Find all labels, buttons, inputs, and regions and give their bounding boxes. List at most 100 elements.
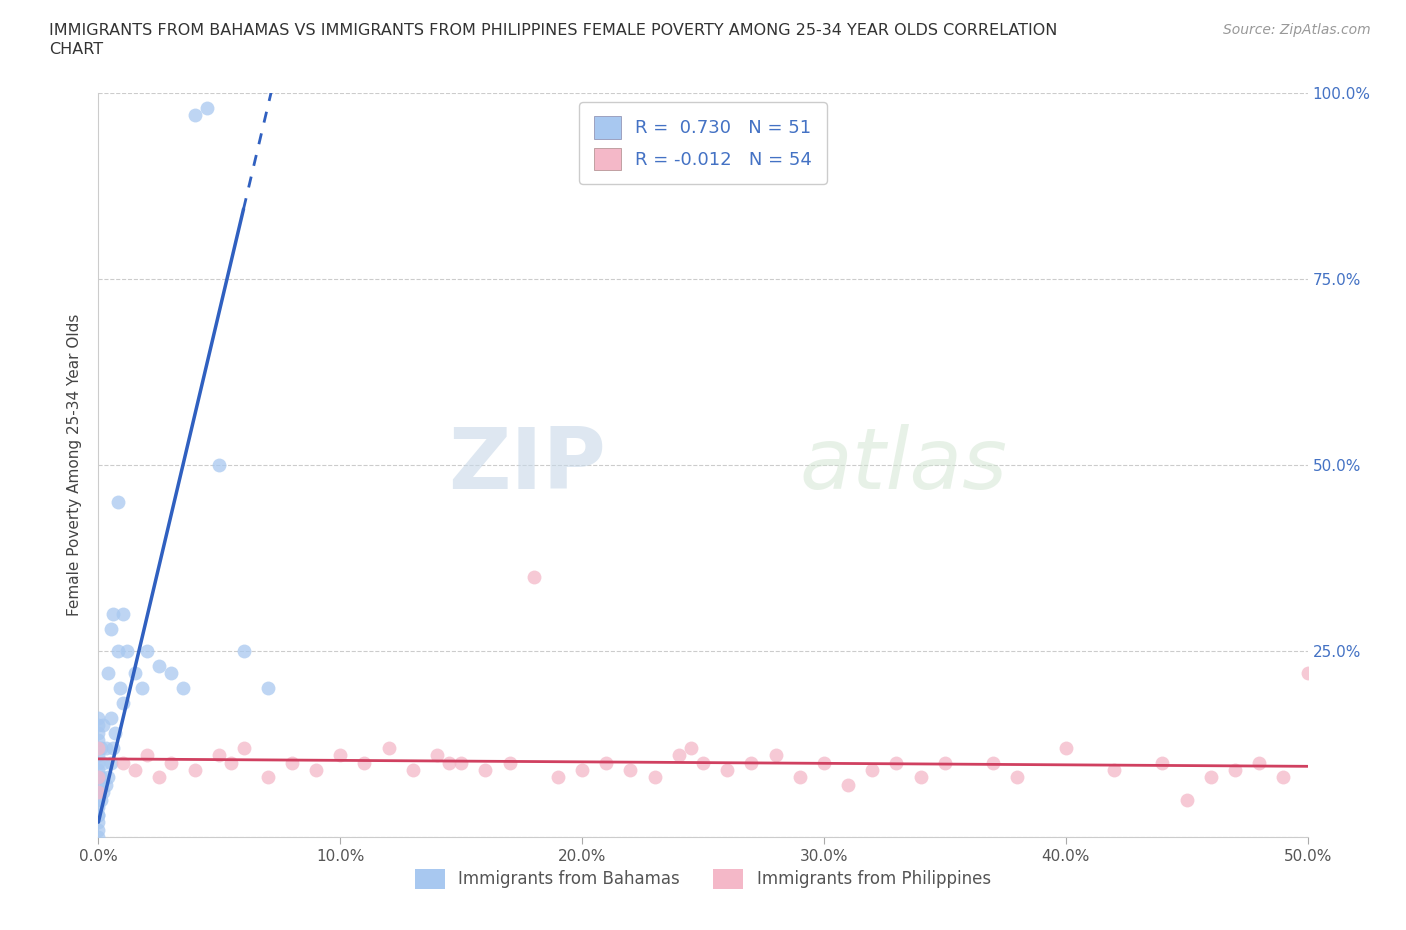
Point xyxy=(860,763,883,777)
Point xyxy=(1199,770,1222,785)
Point xyxy=(221,755,243,770)
Point xyxy=(256,770,278,785)
Point xyxy=(131,681,153,696)
Point xyxy=(94,740,117,755)
Point xyxy=(87,830,110,844)
Point xyxy=(111,696,134,711)
Point xyxy=(679,740,702,755)
Point xyxy=(87,770,110,785)
Point xyxy=(101,606,124,621)
Point xyxy=(668,748,690,763)
Point xyxy=(547,770,569,785)
Point xyxy=(437,755,460,770)
Point xyxy=(101,740,124,755)
Point xyxy=(426,748,449,763)
Point xyxy=(135,748,157,763)
Point xyxy=(1296,666,1319,681)
Point xyxy=(90,740,112,755)
Point xyxy=(184,108,207,123)
Point xyxy=(160,755,183,770)
Point xyxy=(1272,770,1295,785)
Text: ZIP: ZIP xyxy=(449,423,606,507)
Point xyxy=(1175,792,1198,807)
Point xyxy=(100,621,122,636)
Point xyxy=(232,644,254,658)
Point xyxy=(1152,755,1174,770)
Point xyxy=(100,755,122,770)
Point xyxy=(208,748,231,763)
Point xyxy=(91,785,114,800)
Point xyxy=(1054,740,1077,755)
Point xyxy=(87,748,110,763)
Point xyxy=(87,725,110,740)
Point xyxy=(402,763,425,777)
Y-axis label: Female Poverty Among 25-34 Year Olds: Female Poverty Among 25-34 Year Olds xyxy=(67,313,83,617)
Point xyxy=(87,740,110,755)
Point xyxy=(87,815,110,830)
Point xyxy=(1102,763,1125,777)
Point xyxy=(87,792,110,807)
Point xyxy=(765,748,787,763)
Point xyxy=(87,733,110,748)
Point xyxy=(837,777,859,792)
Point xyxy=(644,770,666,785)
Point xyxy=(104,725,127,740)
Point xyxy=(97,770,120,785)
Point xyxy=(619,763,641,777)
Point xyxy=(87,807,110,822)
Point xyxy=(716,763,738,777)
Text: CHART: CHART xyxy=(49,42,103,57)
Point xyxy=(87,718,110,733)
Point xyxy=(91,718,114,733)
Point xyxy=(450,755,472,770)
Point xyxy=(981,755,1004,770)
Point xyxy=(353,755,375,770)
Point xyxy=(160,666,183,681)
Point xyxy=(886,755,908,770)
Point xyxy=(692,755,714,770)
Point xyxy=(195,100,218,115)
Point xyxy=(498,755,520,770)
Point xyxy=(87,770,110,785)
Point xyxy=(1249,755,1271,770)
Point xyxy=(108,681,131,696)
Point xyxy=(595,755,617,770)
Point xyxy=(474,763,496,777)
Point xyxy=(90,770,112,785)
Point xyxy=(1223,763,1246,777)
Point xyxy=(813,755,835,770)
Point xyxy=(281,755,304,770)
Point xyxy=(232,740,254,755)
Point xyxy=(97,666,120,681)
Point xyxy=(87,785,110,800)
Point xyxy=(329,748,352,763)
Point xyxy=(111,755,134,770)
Point xyxy=(87,777,110,792)
Text: Source: ZipAtlas.com: Source: ZipAtlas.com xyxy=(1223,23,1371,37)
Point xyxy=(256,681,278,696)
Point xyxy=(934,755,956,770)
Point xyxy=(208,458,231,472)
Point xyxy=(107,495,129,510)
Point xyxy=(910,770,932,785)
Point xyxy=(184,763,207,777)
Point xyxy=(789,770,811,785)
Text: IMMIGRANTS FROM BAHAMAS VS IMMIGRANTS FROM PHILIPPINES FEMALE POVERTY AMONG 25-3: IMMIGRANTS FROM BAHAMAS VS IMMIGRANTS FR… xyxy=(49,23,1057,38)
Point xyxy=(111,606,134,621)
Point xyxy=(87,763,110,777)
Point xyxy=(135,644,157,658)
Text: atlas: atlas xyxy=(800,423,1008,507)
Point xyxy=(87,807,110,822)
Point xyxy=(91,755,114,770)
Point xyxy=(100,711,122,725)
Legend: Immigrants from Bahamas, Immigrants from Philippines: Immigrants from Bahamas, Immigrants from… xyxy=(408,862,998,896)
Point xyxy=(124,666,146,681)
Point xyxy=(571,763,593,777)
Point xyxy=(1007,770,1029,785)
Point xyxy=(523,569,546,584)
Point xyxy=(87,740,110,755)
Point xyxy=(305,763,328,777)
Point xyxy=(90,792,112,807)
Point xyxy=(148,770,170,785)
Point xyxy=(148,658,170,673)
